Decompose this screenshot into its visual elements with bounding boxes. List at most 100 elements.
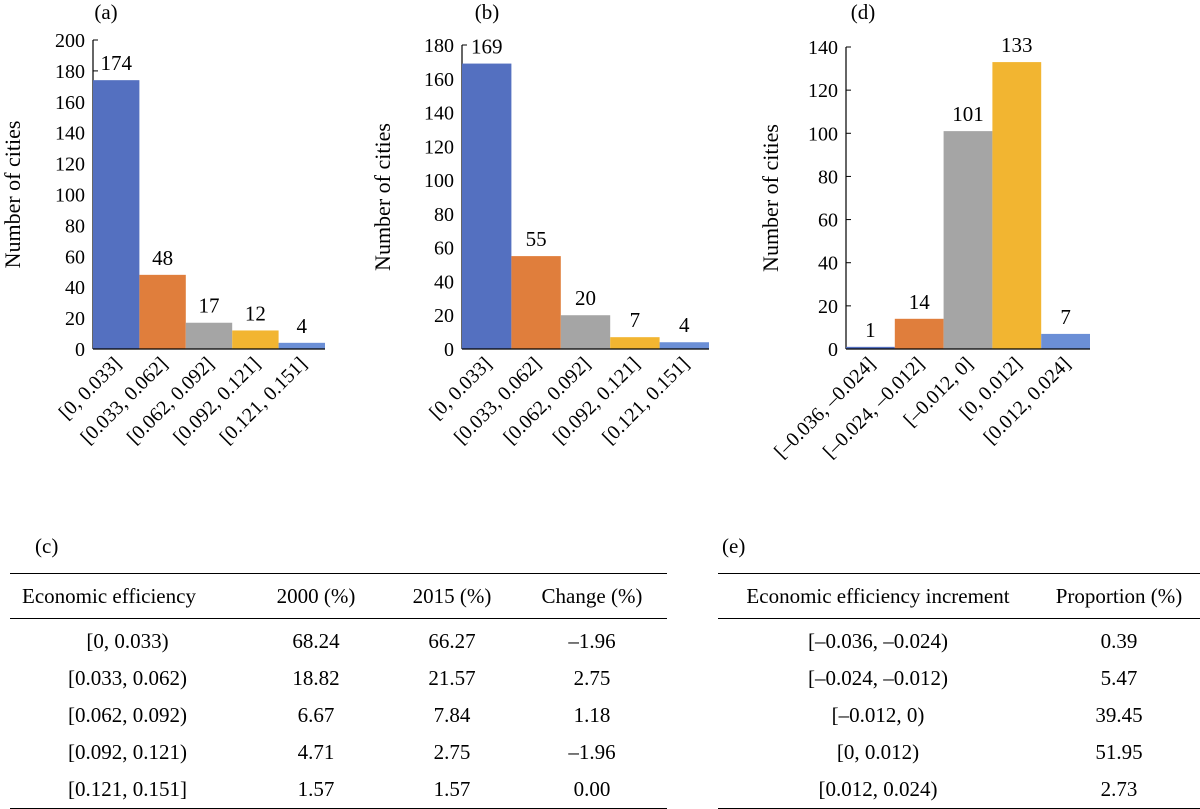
table-c: Economic efficiency 2000 (%) 2015 (%) Chang…	[10, 573, 667, 809]
y-tick-label: 100	[424, 170, 454, 192]
table-cell: 68.24	[292, 629, 340, 653]
table-cell: [0, 0.012)	[836, 740, 920, 764]
table-cell: 5.47	[1100, 666, 1138, 690]
table-cell: 2.75	[573, 666, 611, 690]
y-tick-label: 140	[808, 37, 838, 59]
table-cell: [–0.036, –0.024)	[808, 629, 948, 653]
y-tick-label: 40	[434, 271, 454, 293]
bar	[511, 256, 561, 349]
data-label: 17	[199, 294, 220, 318]
data-label: 55	[526, 227, 547, 251]
bar	[232, 330, 279, 349]
table-cell: [0.033, 0.062)	[68, 666, 187, 690]
data-label: 7	[630, 308, 641, 332]
table-cell: [0.012, 0.024)	[718, 771, 1038, 809]
column-header: 2015 (%)	[387, 573, 517, 619]
data-label: 4	[679, 313, 690, 337]
table-cell: 1.18	[573, 703, 611, 727]
y-axis-label: Number of cities	[758, 124, 783, 272]
y-tick-label: 0	[75, 339, 85, 361]
column-header: 2000 (%)	[245, 573, 387, 619]
y-tick-label: 0	[444, 339, 454, 361]
table-cell: 39.45	[1095, 703, 1143, 727]
table-cell: 0.39	[1100, 629, 1138, 653]
y-axis-label: Number of cities	[0, 121, 25, 269]
table-cell: 66.27	[428, 629, 476, 653]
y-tick-label: 100	[808, 123, 838, 145]
bar	[1041, 333, 1090, 349]
table-cell: 18.82	[292, 666, 340, 690]
y-tick-label: 160	[424, 69, 454, 91]
y-tick-label: 60	[818, 210, 838, 232]
y-tick-label: 0	[828, 339, 838, 361]
bar	[894, 318, 944, 349]
y-tick-label: 20	[818, 296, 838, 318]
data-label: 4	[297, 314, 308, 338]
table-cell: 2.75	[433, 740, 471, 764]
table-cell: 4.71	[297, 740, 335, 764]
y-tick-label: 200	[55, 30, 85, 52]
y-tick-label: 20	[65, 308, 85, 330]
chart-d: (d)Number of cities0204060801001201401[–…	[758, 0, 1090, 463]
bar	[139, 274, 186, 349]
data-label: 7	[1060, 305, 1071, 329]
data-label: 174	[100, 51, 132, 75]
table-cell: [0.062, 0.092)	[68, 703, 187, 727]
table-cell: –1.96	[568, 740, 616, 764]
bar	[278, 342, 325, 349]
table-c-header-row: Economic efficiency 2000 (%) 2015 (%) Chang…	[10, 573, 667, 619]
panel-label-c: (c)	[35, 534, 59, 558]
bar	[462, 63, 512, 349]
y-tick-label: 80	[818, 166, 838, 188]
table-cell: 21.57	[428, 666, 476, 690]
y-tick-label: 180	[55, 61, 85, 83]
table-cell: [–0.012, 0)	[831, 703, 925, 727]
table-cell: 0.00	[517, 771, 667, 809]
table-row: [0.121, 0.151] 1.57 1.57 0.00	[10, 771, 667, 809]
panel-label: (b)	[475, 0, 500, 24]
column-header: Economic efficiency increment	[718, 573, 1038, 619]
table-cell: –1.96	[568, 629, 616, 653]
table-cell: [0.121, 0.151]	[10, 771, 245, 809]
column-header: Proportion (%)	[1038, 573, 1200, 619]
y-tick-label: 120	[808, 80, 838, 102]
bar	[846, 346, 895, 349]
table-row: [–0.036, –0.024) 0.39	[718, 619, 1200, 661]
y-tick-label: 140	[424, 103, 454, 125]
bar	[610, 337, 660, 349]
panel-label: (d)	[851, 0, 876, 24]
data-label: 1	[865, 318, 876, 342]
x-tick-label: [0.121, 0.151]	[598, 353, 694, 449]
data-label: 20	[575, 286, 596, 310]
panel-label-e: (e)	[722, 534, 746, 558]
table-row: [0.012, 0.024) 2.73	[718, 771, 1200, 809]
y-tick-label: 60	[434, 238, 454, 260]
table-row: [0, 0.033) 68.24 66.27 –1.96	[10, 619, 667, 661]
y-tick-label: 80	[434, 204, 454, 226]
y-tick-label: 120	[55, 154, 85, 176]
table-e-header-row: Economic efficiency increment Proportion …	[718, 573, 1200, 619]
panel-label: (a)	[94, 0, 117, 24]
y-tick-label: 160	[55, 92, 85, 114]
chart-a: (a) Number of cities 0 20 40 60 80 100 120 140 160…	[0, 0, 325, 449]
table-row: [–0.024, –0.012) 5.47	[718, 660, 1200, 697]
column-header: Change (%)	[517, 573, 667, 619]
y-axis-label: Number of cities	[370, 123, 395, 271]
y-tick-label: 60	[65, 246, 85, 268]
table-cell: 7.84	[433, 703, 471, 727]
y-tick-label: 180	[424, 35, 454, 57]
data-label: 101	[952, 102, 984, 126]
bar	[659, 342, 709, 349]
data-label: 169	[471, 35, 503, 59]
table-cell: 1.57	[245, 771, 387, 809]
data-label: 12	[245, 301, 266, 325]
table-row: [0.092, 0.121) 4.71 2.75 –1.96	[10, 734, 667, 771]
bar	[943, 131, 993, 349]
bar	[992, 62, 1042, 349]
table-e: Economic efficiency increment Proportion …	[718, 573, 1200, 809]
y-tick-label: 120	[424, 136, 454, 158]
y-tick-label: 140	[55, 123, 85, 145]
data-label: 14	[909, 290, 931, 314]
table-row: [0, 0.012) 51.95	[718, 734, 1200, 771]
bar	[93, 80, 140, 350]
